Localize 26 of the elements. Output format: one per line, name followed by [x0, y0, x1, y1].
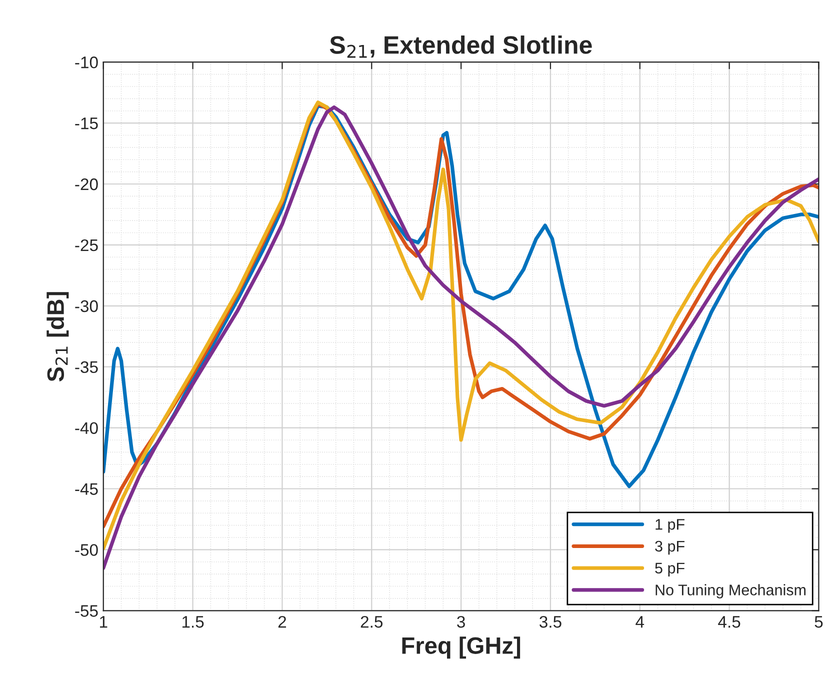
x-axis-title: Freq [GHz]: [402, 636, 520, 659]
x-tick-label: 5: [814, 616, 823, 628]
legend-label: 1 pF: [656, 519, 684, 533]
x-tick-label: 4.5: [718, 616, 740, 628]
x-tick-label: 4: [636, 616, 644, 628]
y-tick-label: -25: [75, 239, 98, 252]
y-tick-label: -45: [75, 483, 98, 495]
x-tick-label: 3.5: [540, 616, 562, 628]
x-tick-label: 2: [278, 616, 286, 628]
y-tick-label: -15: [75, 118, 98, 130]
y-tick-label: -35: [75, 361, 98, 374]
y-tick-label: -10: [75, 56, 98, 68]
x-tick-label: 3: [457, 616, 465, 628]
y-tick-label: -55: [75, 605, 98, 617]
y-tick-label: -40: [75, 422, 98, 434]
chart-title: S$_{21}$, Extended Slotline: [330, 36, 592, 58]
legend-label: No Tuning Mechanism: [656, 584, 806, 598]
x-tick-label: 2.5: [360, 616, 383, 628]
y-tick-label: -50: [75, 544, 98, 556]
x-tick-label: 1: [100, 616, 108, 628]
legend-label: 5 pF: [655, 562, 684, 577]
x-tick-label: 1.5: [182, 616, 204, 628]
y-tick-label: -30: [75, 300, 98, 312]
legend-label: 3 pF: [655, 540, 684, 555]
y-axis-title: S$_{21}$ [dB]: [46, 292, 69, 382]
y-tick-label: -20: [75, 178, 98, 190]
